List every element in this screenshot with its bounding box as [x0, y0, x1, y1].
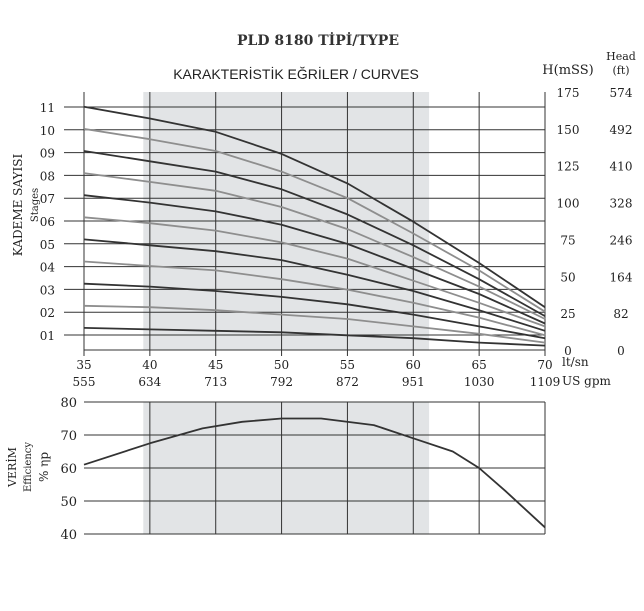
stage-tick-label: 10	[40, 124, 55, 138]
stage-tick-label: 05	[40, 238, 55, 252]
head-ft-tick-label: 492	[610, 123, 633, 137]
efficiency-axis-label: VERİM	[5, 447, 19, 488]
stage-tick-label: 09	[40, 147, 55, 161]
head-curve-stage-04	[83, 260, 546, 337]
efficiency-curve	[83, 417, 546, 529]
stage-tick-label: 04	[40, 261, 56, 275]
head-mss-tick-label: 125	[557, 160, 580, 174]
x-tick-label-lts: 35	[76, 358, 91, 372]
head-curve-stage-01	[83, 327, 546, 347]
head-mss-tick-label: 75	[560, 233, 575, 247]
x-tick-label-lts: 50	[274, 358, 289, 372]
stage-tick-label: 02	[40, 306, 55, 320]
head-curve-stage-10	[83, 128, 546, 313]
stages-axis-sublabel: Stages	[30, 188, 41, 222]
x-tick-label-lts: 70	[537, 358, 552, 372]
efficiency-tick-label: 60	[60, 462, 77, 477]
head-curve-stage-03	[83, 282, 546, 340]
stage-tick-label: 03	[40, 283, 55, 297]
head-ft-header-line1: Head	[606, 50, 636, 63]
x-tick-label-gpm: 555	[73, 375, 96, 389]
efficiency-axis-unit: % ηp	[37, 452, 51, 482]
head-mss-tick-label: 100	[557, 197, 580, 211]
stages-axis-label: KADEME SAYISI	[11, 154, 25, 257]
head-mss-tick-label: 50	[560, 270, 575, 284]
x-axis-unit-lts: lt/sn	[562, 355, 589, 369]
head-mss-tick-label: 175	[557, 86, 580, 100]
head-mss-header: H(mSS)	[542, 63, 593, 78]
head-curve-stage-06	[83, 216, 546, 328]
chart-subtitle: KARAKTERİSTİK EĞRİLER / CURVES	[173, 65, 419, 82]
head-ft-tick-label: 574	[610, 86, 633, 100]
x-tick-label-lts: 60	[406, 358, 421, 372]
head-curve-stage-11	[83, 105, 546, 308]
x-tick-label-gpm: 634	[138, 375, 161, 389]
head-ft-tick-label: 410	[610, 160, 633, 174]
x-tick-label-lts: 55	[340, 358, 355, 372]
head-curve-stage-07	[83, 194, 546, 325]
head-curve-stage-09	[83, 150, 546, 317]
stage-tick-label: 01	[40, 329, 55, 343]
head-mss-tick-label: 150	[557, 123, 580, 137]
efficiency-axis-sublabel: Efficiency	[23, 442, 34, 492]
x-axis-unit-gpm: US gpm	[562, 374, 612, 388]
head-ft-tick-label: 164	[610, 270, 633, 284]
efficiency-tick-label: 50	[60, 495, 77, 510]
head-ft-header-line2: (ft)	[612, 64, 629, 77]
x-tick-label-gpm: 792	[270, 375, 293, 389]
head-curves-plot: 11 10 09 08 07 06 05 04 03 02 01 35 555 40 634 45 713 50 7…	[40, 86, 633, 389]
x-tick-label-gpm: 1030	[464, 375, 495, 389]
efficiency-tick-label: 80	[60, 396, 77, 411]
efficiency-plot: 80 70 60 50 40	[60, 396, 546, 543]
efficiency-tick-label: 70	[60, 429, 77, 444]
head-curve-stage-02	[83, 304, 546, 344]
head-curve-stage-05	[83, 238, 546, 332]
chart-title: PLD 8180 TİPİ/TYPE	[237, 30, 399, 49]
x-tick-label-lts: 65	[472, 358, 487, 372]
head-ft-tick-label: 0	[617, 344, 625, 358]
head-ft-tick-label: 246	[610, 233, 633, 247]
head-ft-tick-label: 328	[610, 197, 633, 211]
stage-tick-label: 07	[40, 192, 55, 206]
x-tick-label-gpm: 872	[336, 375, 359, 389]
head-mss-tick-label: 25	[560, 307, 575, 321]
head-mss-tick-label: 0	[564, 344, 572, 358]
x-tick-label-gpm: 1109	[530, 375, 561, 389]
x-tick-label-gpm: 713	[204, 375, 227, 389]
efficiency-tick-label: 40	[60, 528, 77, 543]
x-tick-label-lts: 40	[142, 358, 157, 372]
stage-tick-label: 08	[40, 169, 55, 183]
head-curve-stage-08	[83, 172, 546, 320]
x-tick-label-lts: 45	[208, 358, 223, 372]
stage-tick-label: 06	[40, 215, 55, 229]
stage-tick-label: 11	[40, 101, 55, 115]
head-ft-tick-label: 82	[613, 307, 628, 321]
x-tick-label-gpm: 951	[402, 375, 425, 389]
